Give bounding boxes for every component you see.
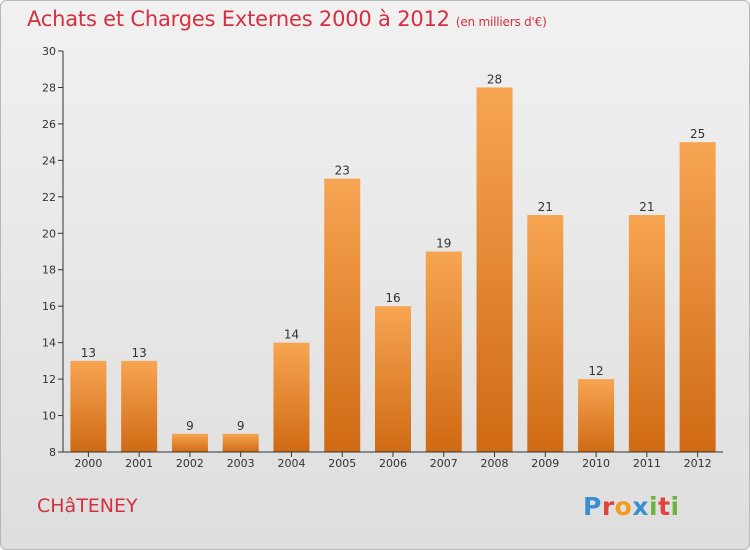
bar [222, 433, 259, 452]
bar-value-label: 25 [690, 127, 705, 141]
bar [527, 215, 564, 452]
y-tick-label: 8 [49, 446, 56, 459]
bar-value-label: 21 [538, 200, 553, 214]
bar [324, 178, 361, 452]
bar [578, 379, 615, 452]
bar-value-label: 9 [186, 419, 194, 433]
x-tick-label: 2012 [684, 457, 712, 470]
bar-value-label: 16 [385, 291, 400, 305]
y-tick-label: 18 [42, 264, 56, 277]
bar [425, 251, 462, 452]
x-tick-label: 2001 [125, 457, 153, 470]
y-tick-label: 30 [42, 45, 56, 58]
logo-letter: r [601, 492, 615, 521]
x-axis: 2000 2001 2002 2003 2004 2005 2006 2007 2008 2009… [63, 451, 723, 470]
bar-value-label: 12 [588, 364, 603, 378]
bar-value-label: 28 [487, 72, 502, 86]
bar [679, 142, 716, 453]
logo-letter: o [614, 492, 633, 521]
logo-letter: i [670, 492, 680, 521]
logo-letter: i [649, 492, 659, 521]
bar-value-label: 13 [132, 346, 147, 360]
bars: 13 13 9 9 14 23 16 19 28 21 12 21 25 [70, 72, 716, 453]
x-tick-label: 2000 [74, 457, 102, 470]
y-tick-label: 10 [42, 410, 56, 423]
y-tick-label: 22 [42, 191, 56, 204]
y-tick-label: 12 [42, 373, 56, 386]
logo-letter: P [583, 492, 602, 521]
bar-value-label: 9 [237, 419, 245, 433]
logo-letter: x [632, 492, 649, 521]
y-tick-label: 24 [42, 154, 56, 167]
y-tick-label: 26 [42, 118, 56, 131]
y-tick-label: 14 [42, 337, 56, 350]
y-tick-label: 28 [42, 81, 56, 94]
chart-title-text: Achats et Charges Externes 2000 à 2012 [27, 7, 450, 31]
logo-letter: t [658, 492, 671, 521]
x-tick-label: 2003 [227, 457, 255, 470]
x-tick-label: 2005 [328, 457, 356, 470]
bar-value-label: 19 [436, 237, 451, 251]
x-tick-label: 2008 [481, 457, 509, 470]
bar [171, 433, 208, 452]
x-tick-label: 2006 [379, 457, 407, 470]
x-tick-label: 2007 [430, 457, 458, 470]
x-tick-label: 2004 [277, 457, 305, 470]
bar [273, 342, 310, 452]
x-tick-label: 2009 [531, 457, 559, 470]
bar-value-label: 23 [335, 164, 350, 178]
bar [121, 360, 158, 452]
bar-value-label: 14 [284, 328, 299, 342]
x-tick-label: 2002 [176, 457, 204, 470]
x-tick-label: 2011 [633, 457, 661, 470]
chart-title: Achats et Charges Externes 2000 à 2012 (e… [27, 7, 547, 31]
bar [628, 215, 665, 452]
bar [375, 306, 411, 452]
bar [70, 360, 107, 452]
x-tick-label: 2010 [582, 457, 610, 470]
bar-value-label: 21 [639, 200, 654, 214]
y-axis: 8 10 12 14 16 18 20 22 24 26 28 30 [42, 45, 64, 459]
chart-subtitle: (en milliers d'€) [455, 15, 547, 29]
proxiti-logo: Proxiti [583, 492, 680, 521]
bar-value-label: 13 [81, 346, 96, 360]
y-tick-label: 16 [42, 300, 56, 313]
bar [476, 87, 513, 453]
commune-name: CHâTENEY [37, 495, 138, 517]
y-tick-label: 20 [42, 227, 56, 240]
